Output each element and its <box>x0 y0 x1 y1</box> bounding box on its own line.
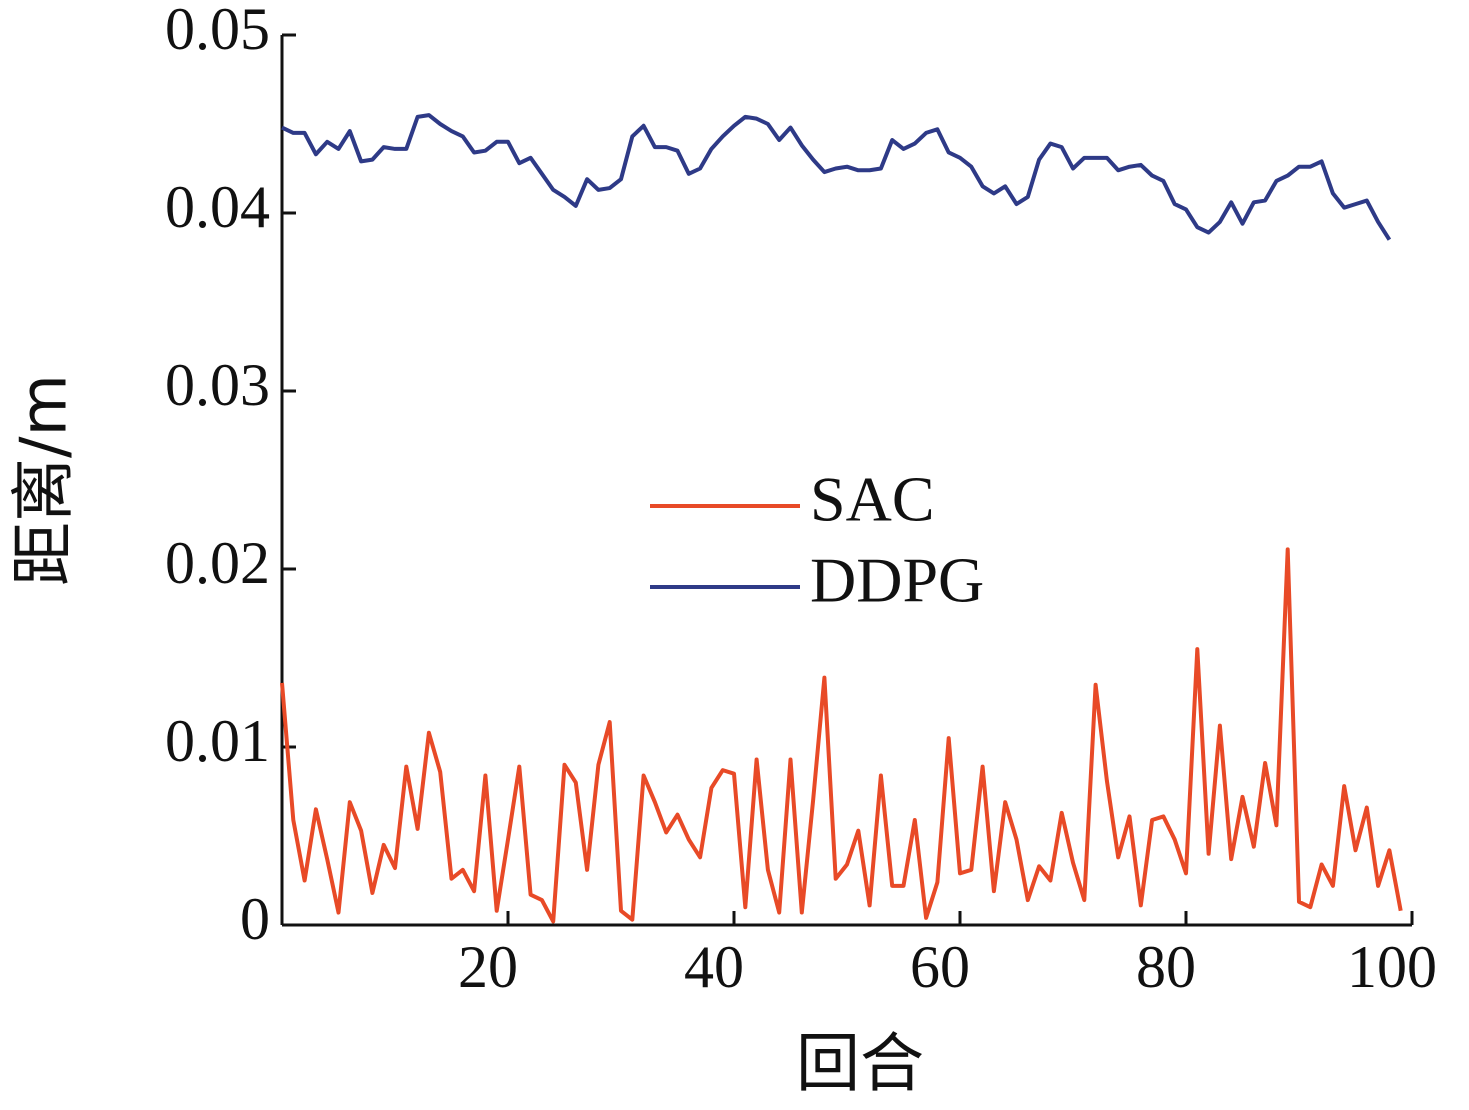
legend-label: SAC <box>810 464 935 535</box>
y-tick-label: 0.02 <box>165 530 270 596</box>
series-line <box>281 113 1392 241</box>
y-tick-label: 0.04 <box>165 174 270 240</box>
x-tick-label: 40 <box>684 934 744 1000</box>
y-tick-label: 0.03 <box>165 352 270 418</box>
y-tick-label: 0.01 <box>165 708 270 774</box>
x-axis-label: 回合 <box>796 1028 924 1102</box>
y-tick-label: 0 <box>240 886 270 952</box>
y-tick-label: 0.05 <box>165 0 270 62</box>
legend-label: DDPG <box>810 545 984 616</box>
series-line <box>280 547 1403 924</box>
x-tick-label: 80 <box>1136 934 1196 1000</box>
x-tick-label: 20 <box>458 934 518 1000</box>
y-axis-label: 距离/m <box>8 374 82 586</box>
x-tick-label: 60 <box>910 934 970 1000</box>
x-tick-label: 100 <box>1347 934 1437 1000</box>
